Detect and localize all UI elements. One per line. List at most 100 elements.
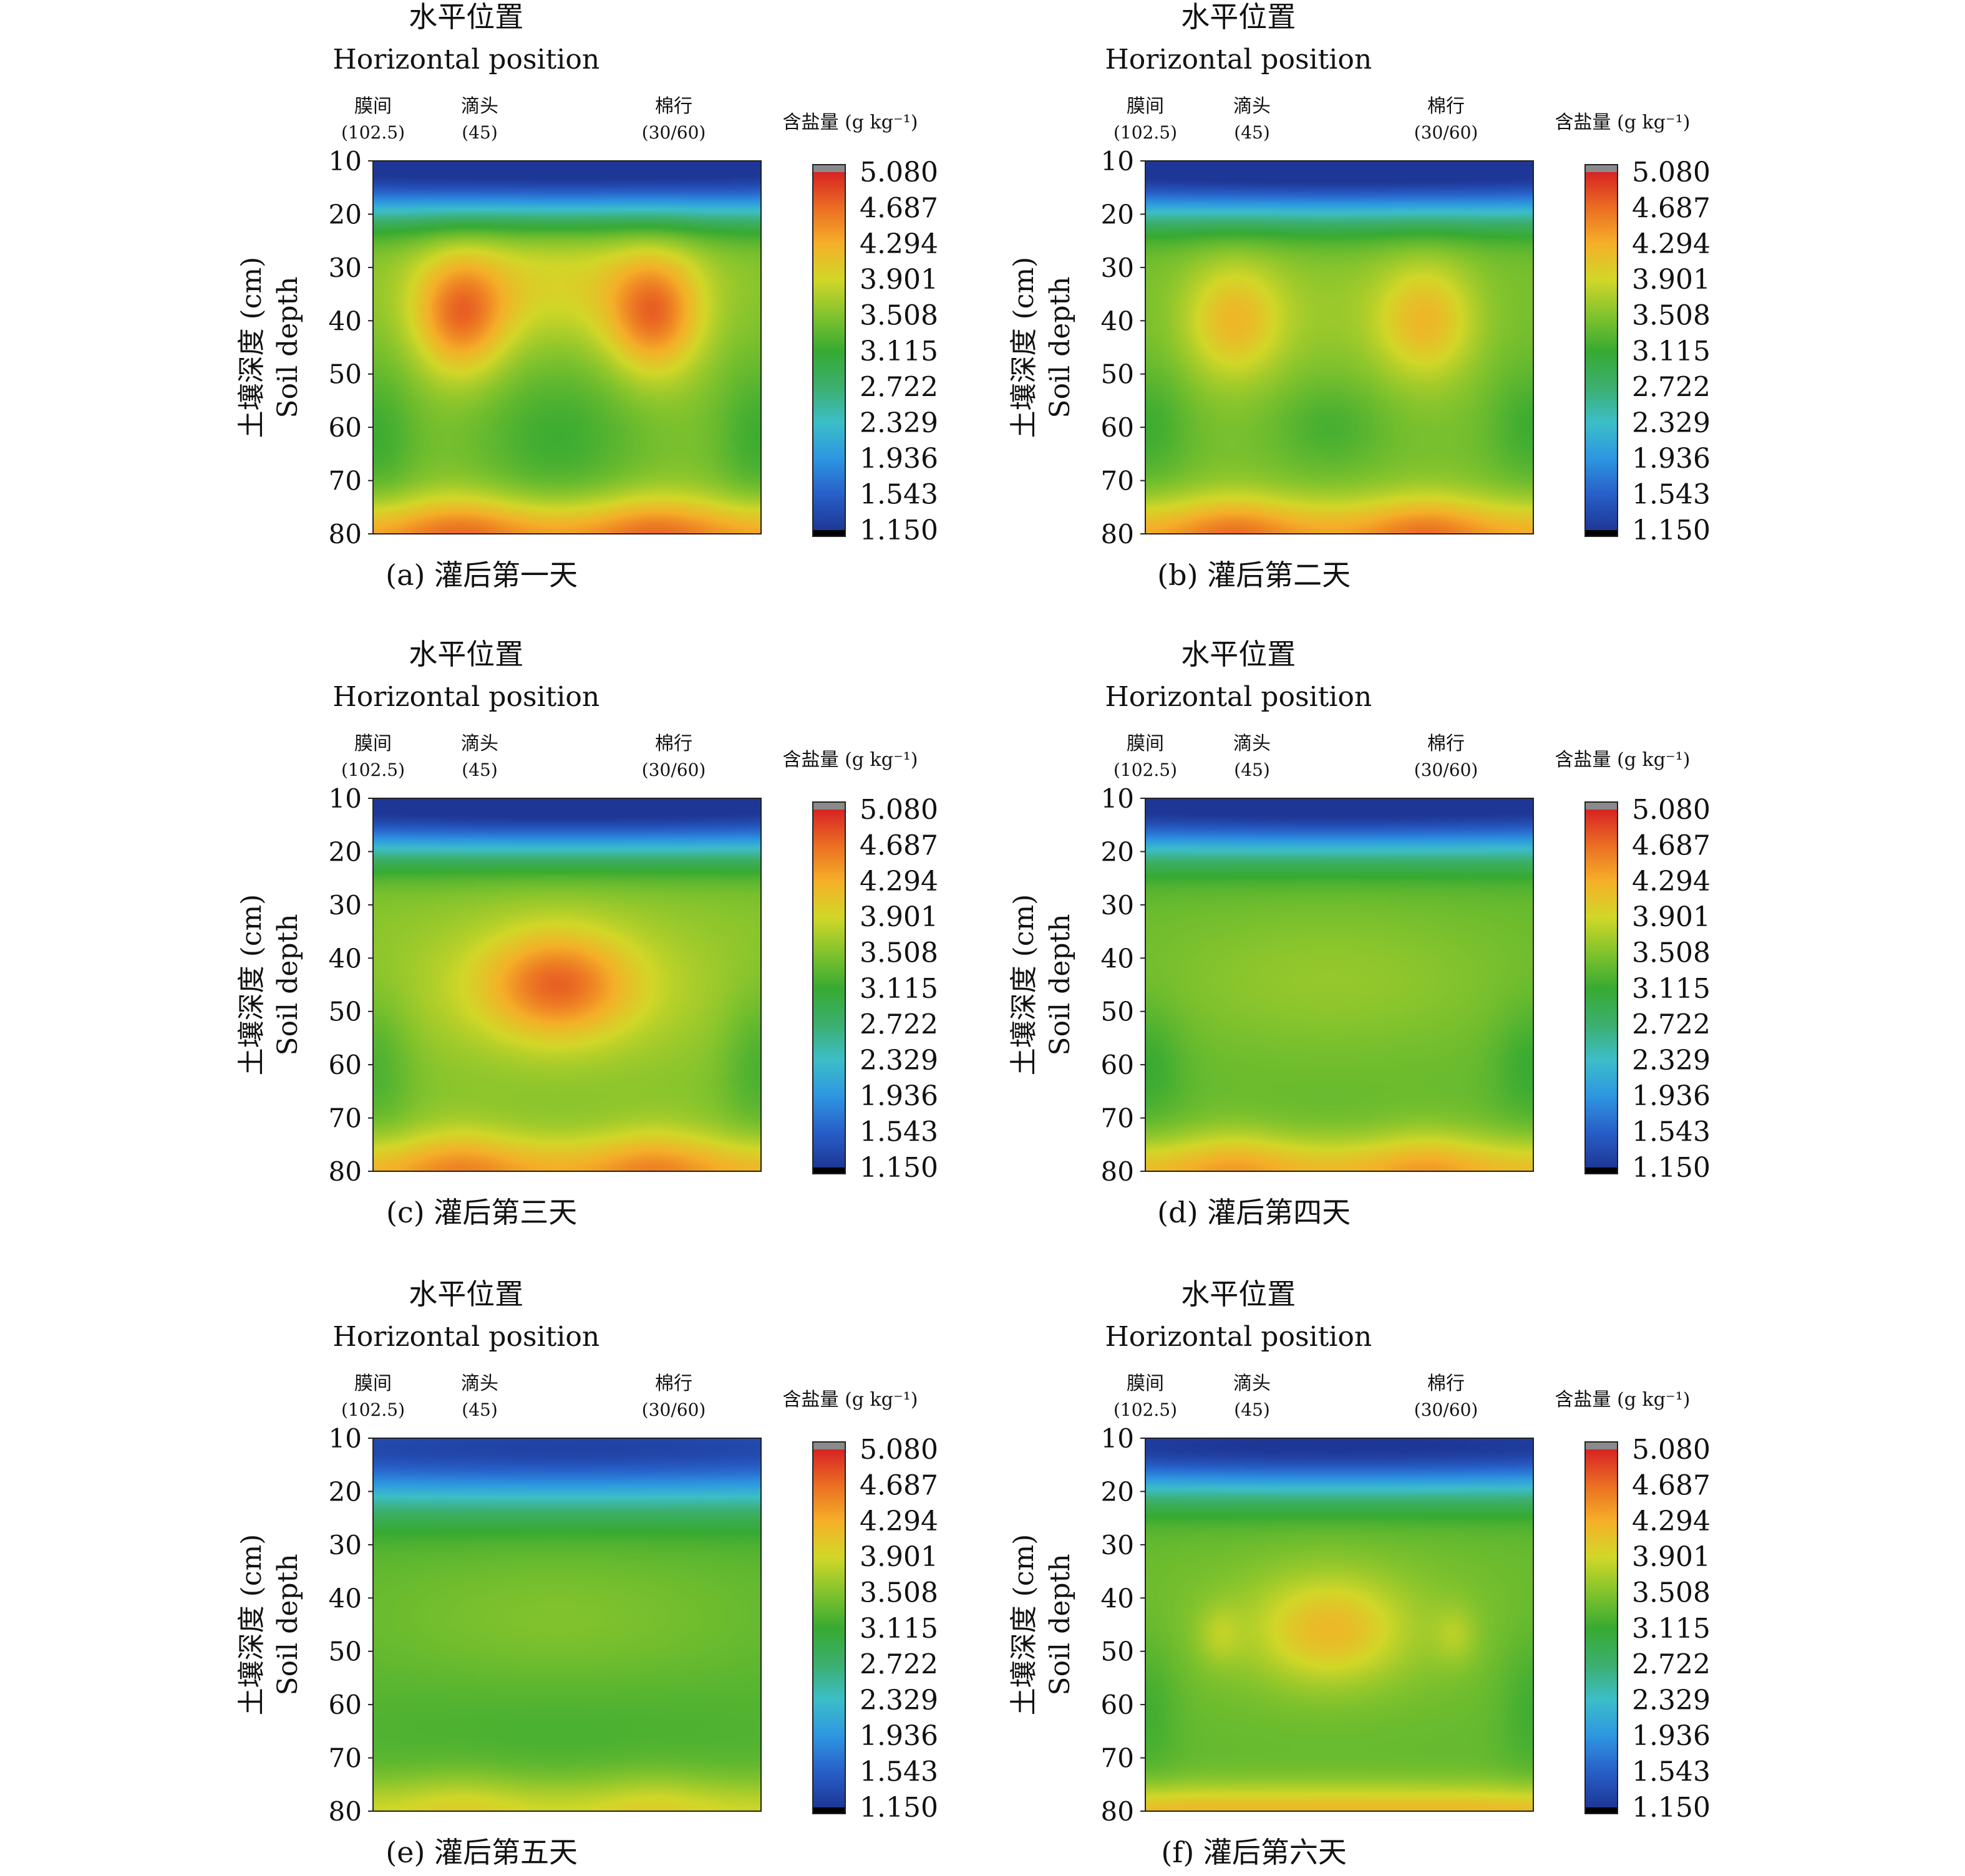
panel-title-cn: 水平位置 bbox=[409, 637, 523, 671]
y-tick-label: 60 bbox=[329, 1690, 362, 1720]
y-label-cn: 土壤深度 (cm) bbox=[1008, 1534, 1040, 1716]
colorbar bbox=[1585, 810, 1618, 1168]
top-label-value: (30/60) bbox=[642, 1400, 706, 1420]
colorbar-tick-label: 3.901 bbox=[860, 901, 938, 933]
colorbar-tick-label: 2.329 bbox=[1632, 1685, 1710, 1716]
colorbar-under-cap bbox=[813, 1168, 845, 1174]
panel-caption: (e) 灌后第五天 bbox=[386, 1835, 578, 1869]
y-tick-label: 40 bbox=[329, 306, 362, 336]
colorbar-frame bbox=[812, 1441, 846, 1814]
plot-frame bbox=[1145, 160, 1534, 534]
y-label-cn: 土壤深度 (cm) bbox=[1008, 257, 1040, 438]
colorbar-tick-label: 2.329 bbox=[1632, 1045, 1710, 1076]
colorbar-tick-label: 5.080 bbox=[860, 157, 938, 188]
y-tick-label: 10 bbox=[329, 146, 362, 176]
y-label-cn: 土壤深度 (cm) bbox=[236, 894, 268, 1076]
colorbar-tick-label: 2.722 bbox=[860, 1648, 938, 1680]
colorbar-tick-label: 3.901 bbox=[1632, 264, 1710, 296]
panel-caption: (c) 灌后第三天 bbox=[386, 1196, 577, 1229]
panel-caption: (a) 灌后第一天 bbox=[386, 558, 578, 592]
y-label-en: Soil depth bbox=[1044, 276, 1076, 418]
panel-title-cn: 水平位置 bbox=[1181, 637, 1296, 671]
y-tick-label: 50 bbox=[329, 359, 362, 390]
colorbar-tick-label: 4.294 bbox=[1632, 1506, 1710, 1537]
colorbar-tick-label: 3.508 bbox=[860, 937, 938, 969]
colorbar-tick-label: 4.294 bbox=[860, 866, 938, 897]
colorbar-tick-label: 1.543 bbox=[860, 479, 938, 511]
panel-caption: (d) 灌后第四天 bbox=[1157, 1196, 1351, 1229]
panel-title-en: Horizontal position bbox=[1105, 1321, 1372, 1353]
top-label-name: 滴头 bbox=[1233, 1373, 1271, 1395]
y-tick-label: 30 bbox=[329, 1530, 362, 1560]
top-label-value: (45) bbox=[1234, 122, 1269, 143]
y-tick-label: 70 bbox=[1101, 1103, 1134, 1134]
y-tick-label: 70 bbox=[1101, 1743, 1134, 1774]
colorbar-frame bbox=[1584, 164, 1618, 537]
panel-d: 水平位置 Horizontal position 膜间 (102.5) 滴头 (45) 棉行… bbox=[1008, 637, 1710, 1229]
top-label-name: 棉行 bbox=[655, 1373, 692, 1395]
top-label-name: 棉行 bbox=[1427, 733, 1465, 755]
colorbar-over-cap bbox=[1585, 165, 1618, 172]
y-tick-label: 10 bbox=[1101, 783, 1134, 814]
top-label-value: (45) bbox=[1234, 760, 1269, 780]
colorbar-tick-label: 1.936 bbox=[860, 1720, 938, 1752]
plot-frame bbox=[1145, 1438, 1534, 1812]
colorbar-tick-label: 1.543 bbox=[1632, 479, 1710, 511]
colorbar-frame bbox=[812, 164, 846, 537]
top-label-name: 滴头 bbox=[461, 1373, 498, 1395]
y-tick-label: 20 bbox=[329, 199, 362, 230]
colorbar-tick-label: 4.687 bbox=[860, 829, 938, 861]
colorbar-tick-label: 1.543 bbox=[860, 1756, 938, 1788]
plot-frame bbox=[372, 1438, 762, 1812]
colorbar-tick-label: 1.543 bbox=[1632, 1756, 1710, 1788]
colorbar-tick-label: 2.722 bbox=[1632, 1008, 1710, 1040]
panel-b: 水平位置 Horizontal position 膜间 (102.5) 滴头 (45) 棉行… bbox=[1008, 0, 1710, 592]
panel-title-cn: 水平位置 bbox=[1181, 0, 1296, 34]
y-label-en: Soil depth bbox=[1044, 914, 1076, 1055]
colorbar-tick-label: 4.294 bbox=[1632, 228, 1710, 260]
colorbar bbox=[1585, 1449, 1618, 1807]
y-tick-label: 30 bbox=[1101, 1530, 1134, 1560]
panel-title-en: Horizontal position bbox=[332, 681, 599, 713]
colorbar-under-cap bbox=[813, 530, 845, 536]
colorbar-over-cap bbox=[1585, 802, 1618, 810]
colorbar-over-cap bbox=[813, 165, 845, 172]
top-label-value: (30/60) bbox=[642, 760, 706, 780]
colorbar-title: 含盐量 (g kg⁻¹) bbox=[783, 749, 918, 771]
panel-title-cn: 水平位置 bbox=[409, 1277, 523, 1311]
colorbar-frame bbox=[812, 801, 846, 1174]
plot-frame bbox=[372, 160, 762, 534]
y-tick-label: 30 bbox=[1101, 253, 1134, 283]
y-tick-label: 50 bbox=[329, 1637, 362, 1667]
y-tick-label: 70 bbox=[329, 466, 362, 496]
y-tick-label: 50 bbox=[329, 997, 362, 1027]
colorbar-tick-label: 4.294 bbox=[1632, 866, 1710, 897]
y-tick-label: 40 bbox=[329, 1583, 362, 1613]
heatmap-image bbox=[1145, 798, 1533, 1171]
y-label-en: Soil depth bbox=[1044, 1554, 1076, 1695]
colorbar-tick-label: 1.936 bbox=[860, 443, 938, 475]
y-tick-label: 70 bbox=[1101, 466, 1134, 496]
top-label-name: 膜间 bbox=[1127, 733, 1164, 755]
panel-title-en: Horizontal position bbox=[332, 1321, 599, 1353]
colorbar-tick-label: 1.150 bbox=[1632, 515, 1710, 546]
y-label-en: Soil depth bbox=[272, 276, 304, 418]
colorbar-tick-label: 1.936 bbox=[860, 1080, 938, 1112]
colorbar-tick-label: 1.936 bbox=[1632, 1720, 1710, 1752]
top-label-value: (102.5) bbox=[1114, 1400, 1177, 1420]
colorbar-tick-label: 1.936 bbox=[1632, 443, 1710, 475]
y-label-cn: 土壤深度 (cm) bbox=[236, 1534, 268, 1716]
y-tick-label: 70 bbox=[329, 1103, 362, 1134]
top-label-name: 膜间 bbox=[1127, 95, 1164, 117]
colorbar-over-cap bbox=[813, 1442, 845, 1449]
top-label-name: 膜间 bbox=[354, 95, 392, 117]
colorbar-over-cap bbox=[1585, 1442, 1618, 1449]
colorbar-under-cap bbox=[1585, 1807, 1618, 1814]
y-tick-label: 20 bbox=[329, 1476, 362, 1507]
top-label-value: (45) bbox=[1234, 1400, 1269, 1420]
y-tick-label: 30 bbox=[329, 253, 362, 283]
colorbar-tick-label: 3.508 bbox=[860, 1577, 938, 1609]
y-label-en: Soil depth bbox=[272, 914, 304, 1055]
